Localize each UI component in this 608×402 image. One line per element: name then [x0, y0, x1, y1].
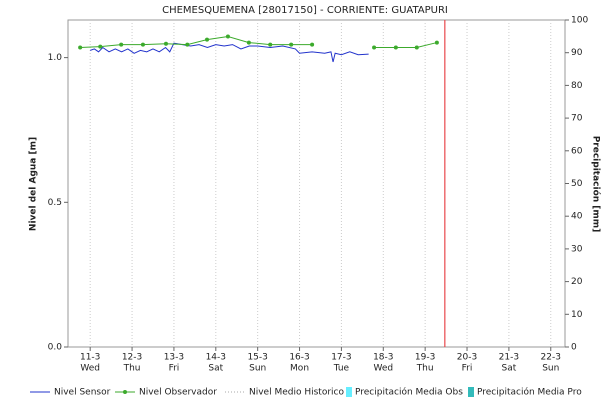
series-marker	[414, 45, 419, 50]
x-tick-weekday: Fri	[462, 364, 473, 374]
series-line	[90, 42, 369, 63]
series-line	[374, 42, 437, 48]
y2-tick-label: 30	[571, 244, 583, 254]
y2-tick-label: 20	[571, 277, 583, 287]
legend-swatch	[468, 387, 474, 397]
series-marker	[289, 42, 294, 47]
y2-tick-label: 70	[571, 114, 583, 124]
y-tick-label: 0.5	[48, 198, 62, 208]
y2-tick-label: 80	[571, 81, 583, 91]
x-tick-weekday: Sun	[542, 364, 559, 374]
series-marker	[268, 42, 273, 47]
legend-label: Nivel Observador	[139, 388, 217, 398]
x-tick-label: 22-3	[541, 353, 561, 363]
y2-tick-label: 10	[571, 310, 583, 320]
series-marker	[140, 42, 145, 47]
series-marker	[372, 45, 377, 50]
x-tick-weekday: Sat	[502, 364, 517, 374]
x-tick-weekday: Thu	[123, 364, 141, 374]
y2-axis-label: Precipitación [mm]	[591, 136, 602, 233]
legend-label: Nivel Medio Historico	[249, 388, 344, 398]
series-marker	[434, 40, 439, 45]
legend-swatch	[346, 387, 352, 397]
series-marker	[185, 42, 190, 47]
y2-tick-label: 100	[571, 16, 588, 26]
series-marker	[393, 45, 398, 50]
x-tick-weekday: Wed	[80, 364, 100, 374]
x-tick-label: 15-3	[247, 353, 267, 363]
x-tick-weekday: Tue	[333, 364, 350, 374]
series-marker	[98, 44, 103, 49]
legend-label: Nivel Sensor	[54, 388, 111, 398]
x-tick-label: 11-3	[80, 353, 100, 363]
x-tick-label: 19-3	[415, 353, 435, 363]
y-axis-label: Nivel del Agua [m]	[29, 137, 39, 231]
x-tick-weekday: Fri	[169, 364, 180, 374]
y-tick-label: 0.0	[48, 343, 63, 353]
x-tick-weekday: Mon	[290, 364, 309, 374]
y2-tick-label: 40	[571, 212, 583, 222]
legend-marker	[123, 390, 127, 394]
series-marker	[163, 41, 168, 46]
series-marker	[225, 34, 230, 39]
x-tick-label: 17-3	[331, 353, 351, 363]
x-tick-label: 20-3	[457, 353, 477, 363]
y-tick-label: 1.0	[48, 53, 63, 63]
chart-title: CHEMESQUEMENA [28017150] - CORRIENTE: GU…	[162, 5, 448, 16]
y2-tick-label: 50	[571, 179, 583, 189]
x-tick-weekday: Wed	[373, 364, 393, 374]
x-tick-label: 16-3	[289, 353, 309, 363]
y2-tick-label: 90	[571, 48, 583, 58]
series-line	[80, 35, 313, 48]
x-tick-weekday: Sun	[249, 364, 266, 374]
series-marker	[78, 45, 83, 50]
x-tick-label: 12-3	[122, 353, 142, 363]
series-marker	[119, 42, 124, 47]
x-tick-label: 21-3	[499, 353, 519, 363]
series-marker	[205, 37, 210, 42]
x-tick-label: 14-3	[206, 353, 226, 363]
series-marker	[246, 40, 251, 45]
x-tick-label: 18-3	[373, 353, 393, 363]
y2-tick-label: 60	[571, 146, 583, 156]
x-tick-weekday: Thu	[416, 364, 434, 374]
x-tick-weekday: Sat	[208, 364, 223, 374]
x-tick-label: 13-3	[164, 353, 184, 363]
y2-tick-label: 0	[571, 343, 577, 353]
legend-label: Precipitación Media Pro	[477, 387, 582, 398]
legend-label: Precipitación Media Obs	[355, 387, 463, 398]
series-marker	[310, 42, 315, 47]
